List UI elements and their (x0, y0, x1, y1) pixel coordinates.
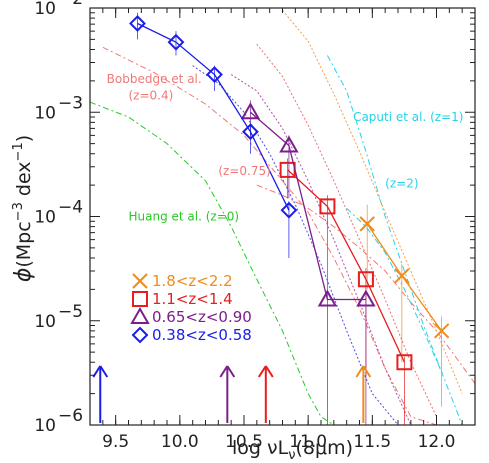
annotations: Bobbedge et al. (z=0.4) (z=0.75) Huang et a… (92, 72, 463, 423)
model-curve-0 (102, 46, 463, 425)
model-curve-4 (346, 207, 444, 376)
annotation-1: (z=0.4) (129, 89, 174, 103)
y-label-part-a: (Mpc (13, 221, 35, 267)
annotation-3: Huang et al. (z=0) (129, 209, 240, 223)
x-label-part-suffix: (8μm) (295, 437, 353, 459)
data-series (129, 12, 450, 425)
y-tick-label: 10 (34, 208, 56, 228)
arrow-head (362, 365, 372, 378)
y-label-part-exp2: −1 (11, 142, 26, 161)
triangle-marker (130, 306, 150, 324)
legend-entry-0: 1.8<z<2.2 (152, 272, 233, 290)
x-tick-label: 9.5 (102, 432, 129, 452)
arrow-head (264, 365, 274, 378)
series-1 (279, 158, 413, 425)
annotation-0: Bobbedge et al. (107, 72, 202, 86)
series-2 (240, 100, 376, 425)
annotation-2: (z=0.75) (218, 164, 270, 178)
x-marker (359, 216, 375, 232)
y-axis-label: ϕ(Mpc−3 dex−1) (11, 135, 36, 282)
x-tick-label: 12.0 (418, 432, 456, 452)
x-tick-label: 11.0 (289, 432, 327, 452)
diamond-marker (167, 33, 185, 51)
limit-arrow-2 (257, 365, 274, 423)
x-tick-label: 10.5 (225, 432, 263, 452)
y-label-part-exp1: −3 (11, 202, 26, 221)
x-marker (394, 268, 410, 284)
model-curve-5 (282, 10, 463, 394)
x-tick-label: 11.5 (353, 432, 391, 452)
diamond-marker (129, 15, 146, 32)
y-tick-exponent: −3 (58, 93, 83, 113)
triangle-marker (279, 135, 299, 153)
legend: 1.8<z<2.21.1<z<1.40.65<z<0.900.38<z<0.58 (130, 272, 252, 344)
square-marker (132, 291, 148, 307)
y-tick-exponent: −2 (58, 0, 83, 9)
x-label-part-nu: ν (267, 437, 278, 459)
x-marker (132, 273, 148, 289)
arrow-head (226, 365, 236, 378)
square-marker (396, 354, 413, 371)
series-line (137, 22, 290, 211)
x-label-part-prefix: log (232, 437, 267, 459)
y-tick-label: 10 (34, 0, 56, 19)
square-marker (319, 198, 336, 215)
y-label-part-b: dex (13, 161, 35, 202)
x-axis-label: log νLν(8μm) (232, 437, 353, 463)
annotation-5: (z=2) (385, 176, 418, 190)
triangle-marker (317, 289, 338, 307)
legend-entry-1: 1.1<z<1.4 (152, 290, 233, 308)
y-label-part-phi: ϕ (11, 268, 36, 283)
x-label-part-L: L (278, 437, 289, 459)
x-tick-label: 10.0 (161, 432, 199, 452)
y-label-part-c: ) (13, 135, 35, 142)
series-0 (359, 204, 450, 407)
x-marker (433, 323, 450, 339)
y-tick-exponent: −5 (58, 302, 83, 322)
model-curve-7 (230, 74, 412, 425)
triangle-marker (356, 289, 376, 307)
limit-arrow-1 (219, 365, 236, 423)
x-label-part-sub: ν (288, 448, 295, 463)
y-tick-label: 10 (34, 312, 56, 332)
model-curve-1 (256, 184, 475, 384)
triangle-marker (240, 102, 261, 120)
diamond-marker (131, 326, 149, 344)
arrow-head (99, 365, 109, 378)
limit-arrow-0 (92, 365, 109, 423)
series-3 (129, 12, 298, 258)
diamond-marker (206, 66, 223, 83)
arrow-head (355, 365, 365, 378)
arrow-head (219, 365, 229, 378)
annotation-4: Caputi et al. (z=1) (353, 110, 463, 124)
y-tick-label: 10 (34, 416, 56, 436)
axes: 9.5 10.0 10.5 11.0 11.5 12.010 −610 −510 −410 −31… (11, 0, 476, 463)
y-tick-label: 10 (34, 103, 56, 123)
diamond-marker (242, 123, 259, 141)
model-curve-6 (256, 43, 437, 417)
y-tick-exponent: −6 (58, 406, 83, 426)
legend-entry-3: 0.38<z<0.58 (152, 326, 252, 344)
square-marker (357, 271, 374, 288)
series-line (287, 169, 406, 363)
y-tick-exponent: −4 (58, 198, 83, 218)
diamond-marker (280, 201, 298, 219)
arrow-head (257, 365, 267, 378)
series-line (249, 111, 366, 301)
limit-arrow-3 (355, 365, 372, 423)
legend-entry-2: 0.65<z<0.90 (152, 308, 252, 326)
